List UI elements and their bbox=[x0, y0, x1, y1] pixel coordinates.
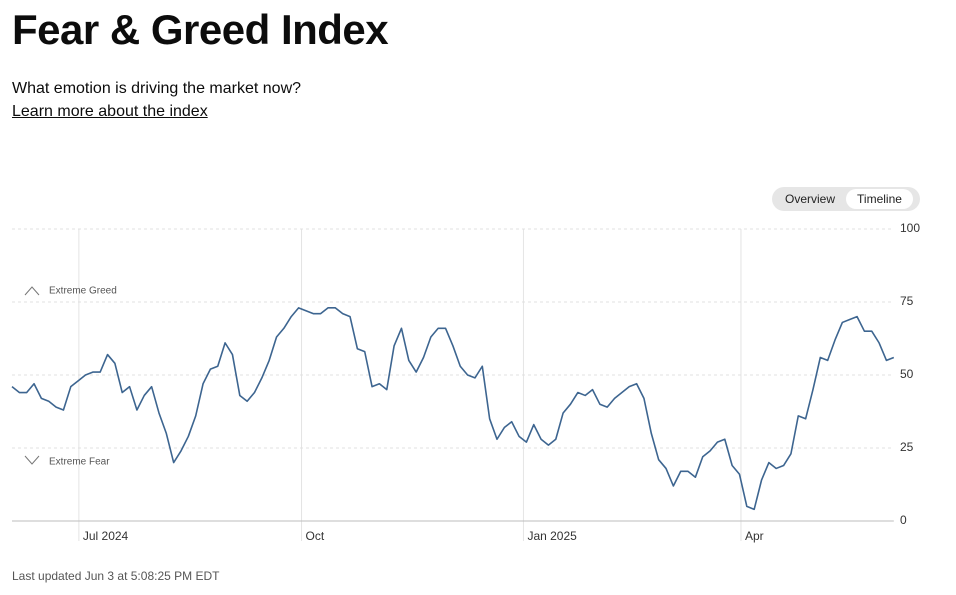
annotation-icon bbox=[24, 455, 40, 465]
overview-tab[interactable]: Overview bbox=[785, 192, 836, 206]
page-title: Fear & Greed Index bbox=[12, 6, 389, 53]
timeline-tab[interactable]: Timeline bbox=[846, 189, 913, 209]
index-line bbox=[11, 307, 895, 511]
x-tick-label: Jan 2025 bbox=[527, 529, 577, 543]
y-tick-label: 25 bbox=[900, 440, 914, 454]
y-tick-label: 50 bbox=[900, 367, 914, 381]
y-tick-label: 75 bbox=[900, 294, 914, 308]
annotation-label: Extreme Fear bbox=[49, 457, 110, 468]
annotation-label: Extreme Greed bbox=[49, 286, 117, 297]
x-tick-label: Apr bbox=[745, 529, 764, 543]
y-tick-label: 100 bbox=[900, 221, 920, 235]
subtitle: What emotion is driving the market now? bbox=[12, 80, 302, 97]
annotation-icon bbox=[24, 286, 40, 296]
learn-more-link[interactable]: Learn more about the index bbox=[12, 103, 208, 120]
x-tick-label: Jul 2024 bbox=[83, 529, 129, 543]
x-tick-label: Oct bbox=[306, 529, 325, 543]
last-updated: Last updated Jun 3 at 5:08:25 PM EDT bbox=[12, 569, 220, 583]
view-toggle: Overview Timeline bbox=[772, 187, 920, 211]
y-tick-label: 0 bbox=[900, 513, 907, 527]
